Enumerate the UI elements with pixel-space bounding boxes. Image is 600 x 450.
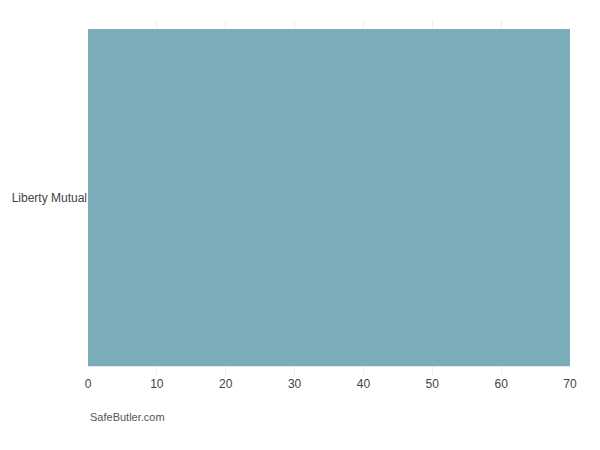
- svg-text:Liberty Mutual: Liberty Mutual: [12, 191, 87, 205]
- svg-text:SafeButler.com: SafeButler.com: [90, 411, 165, 423]
- svg-text:70: 70: [563, 377, 577, 391]
- svg-text:20: 20: [219, 377, 233, 391]
- svg-text:50: 50: [426, 377, 440, 391]
- svg-text:30: 30: [288, 377, 302, 391]
- svg-text:60: 60: [494, 377, 508, 391]
- svg-text:40: 40: [357, 377, 371, 391]
- svg-text:0: 0: [85, 377, 92, 391]
- svg-text:10: 10: [150, 377, 164, 391]
